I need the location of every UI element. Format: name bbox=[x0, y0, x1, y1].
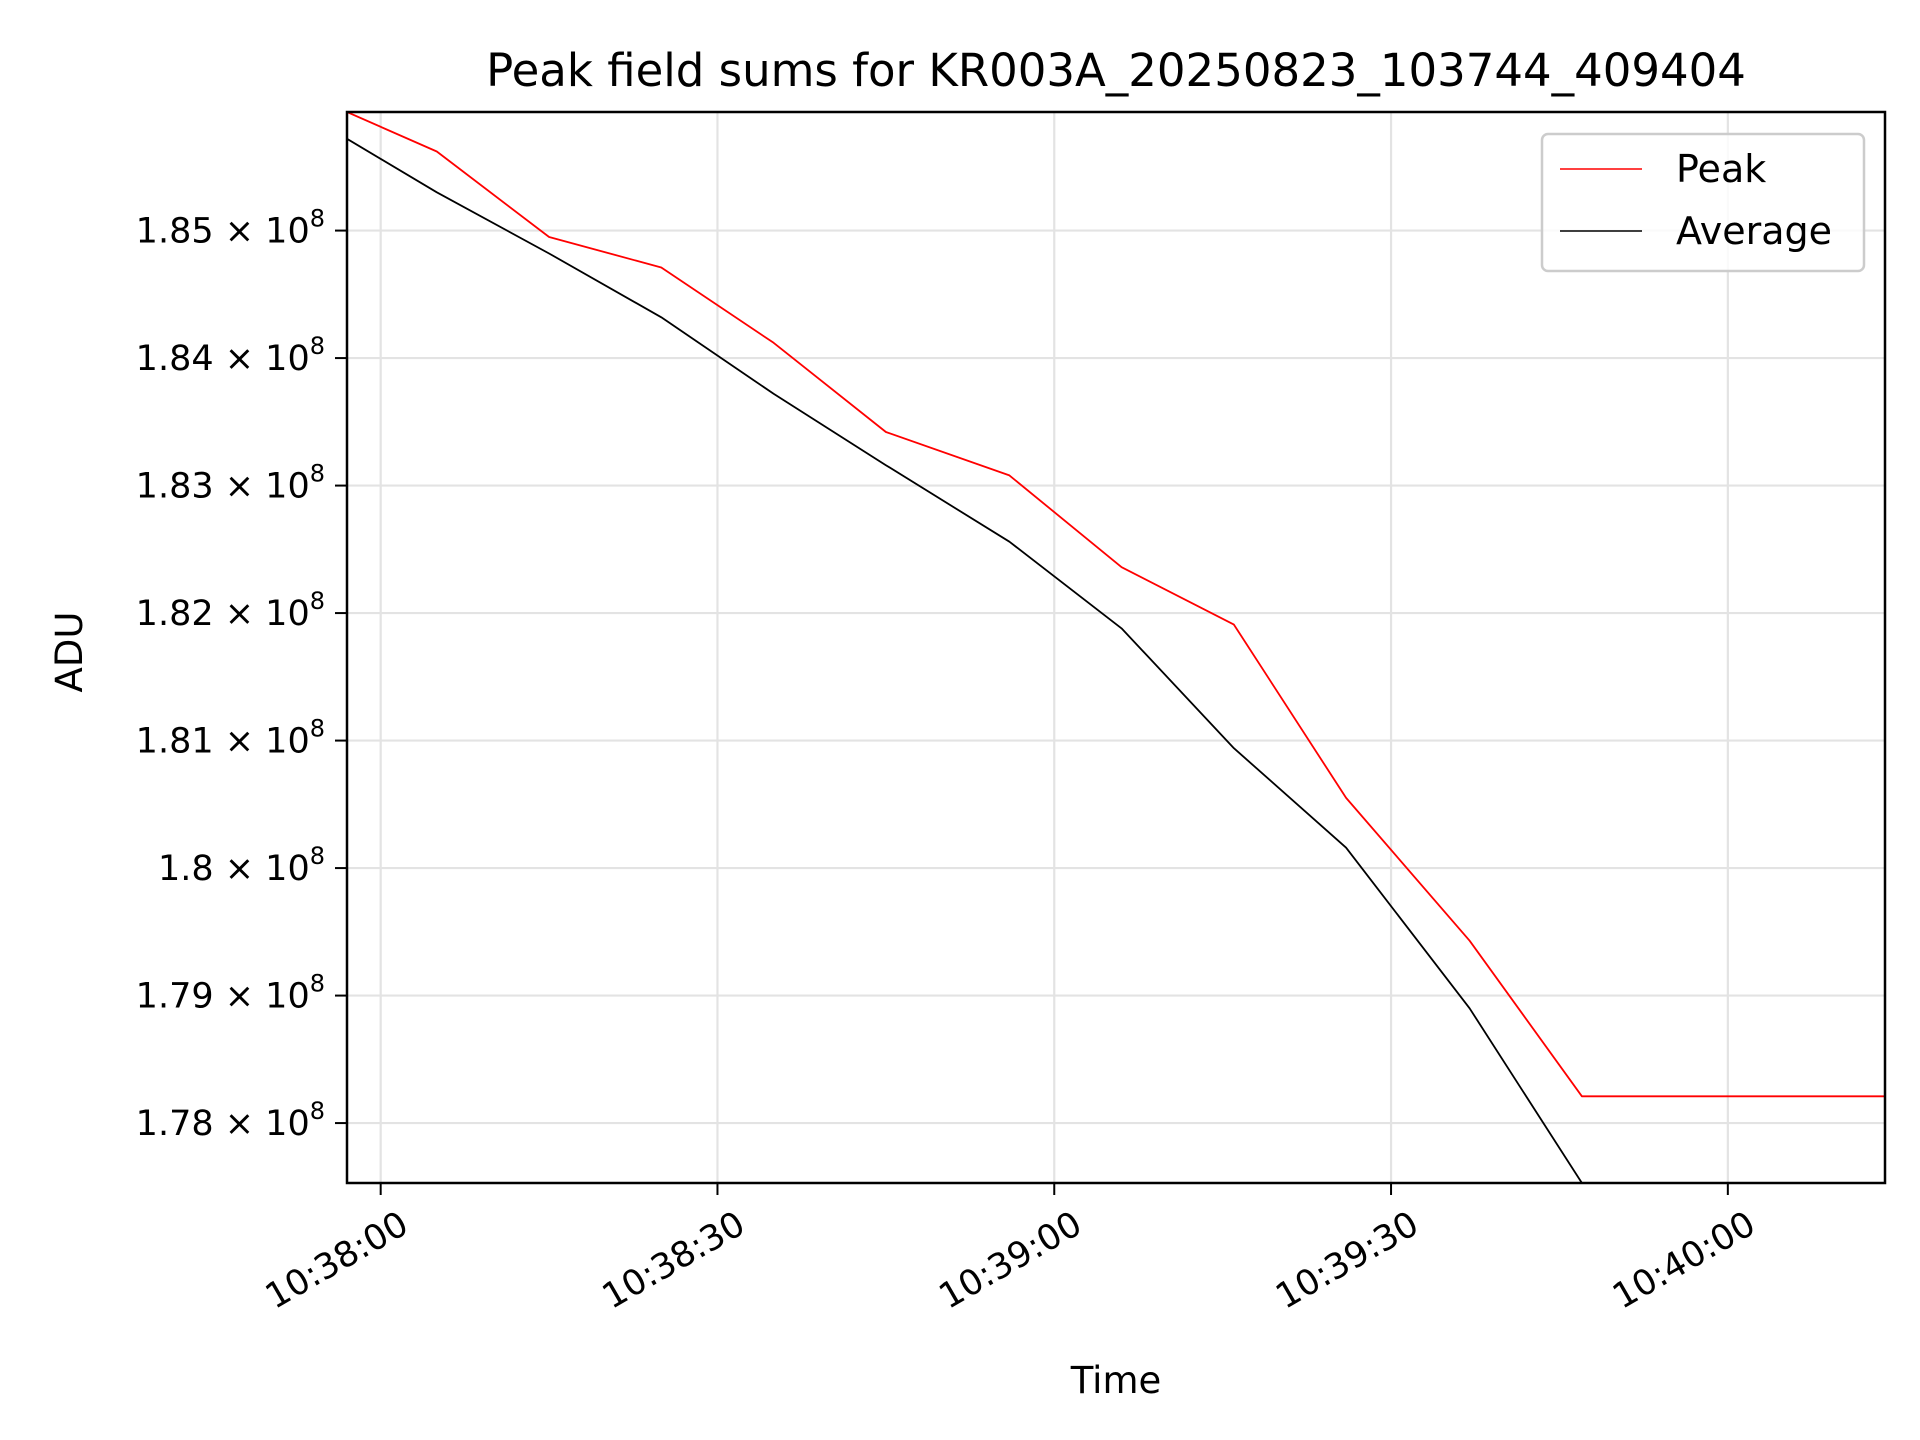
y-tick-label: 1.85 × 108 bbox=[136, 205, 325, 252]
legend-label-average: Average bbox=[1676, 209, 1832, 253]
legend-label-peak: Peak bbox=[1676, 147, 1766, 191]
series-line-peak bbox=[347, 112, 1885, 1098]
y-tick-label: 1.81 × 108 bbox=[136, 715, 325, 762]
y-tick-label: 1.79 × 108 bbox=[136, 970, 325, 1017]
x-axis-title: Time bbox=[1070, 1359, 1162, 1402]
series-line-average bbox=[347, 138, 1583, 1183]
y-axis-title: ADU bbox=[48, 612, 91, 693]
y-axis: 1.85 × 108 1.84 × 108 1.83 × 108 1.82 × 108… bbox=[136, 205, 347, 1144]
y-tick-label: 1.78 × 108 bbox=[136, 1097, 325, 1144]
plot-frame bbox=[345, 110, 1887, 1185]
y-tick-label: 1.83 × 108 bbox=[136, 460, 325, 507]
grid bbox=[347, 112, 1885, 1183]
series-layer bbox=[347, 112, 1885, 1183]
y-tick-label: 1.8 × 108 bbox=[158, 842, 325, 889]
y-tick-label: 1.84 × 108 bbox=[136, 332, 325, 379]
legend: Peak Average bbox=[1540, 132, 1866, 273]
chart-title: Peak field sums for KR003A_20250823_1037… bbox=[486, 44, 1746, 97]
y-tick-label: 1.82 × 108 bbox=[136, 587, 325, 634]
